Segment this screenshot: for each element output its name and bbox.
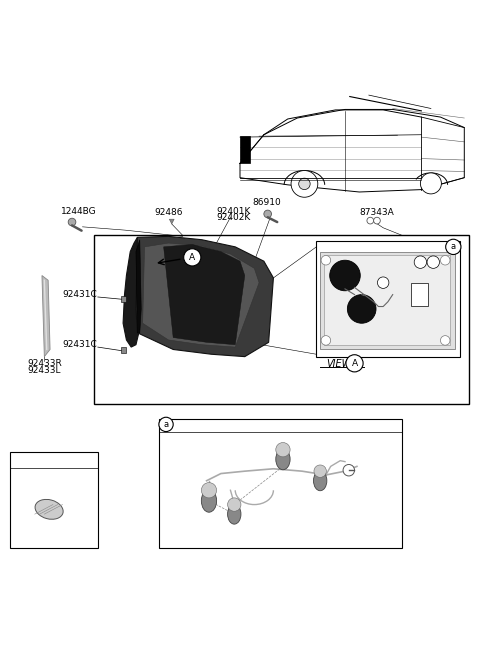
Bar [159, 419, 402, 548]
Text: 92431C: 92431C [62, 290, 97, 299]
Text: 92402K: 92402K [216, 213, 251, 222]
Text: 18643D: 18643D [353, 469, 389, 478]
Circle shape [228, 498, 241, 511]
Text: a: a [451, 242, 456, 251]
Circle shape [367, 217, 373, 224]
Ellipse shape [228, 504, 241, 524]
Bar [95, 235, 469, 404]
Circle shape [420, 173, 442, 194]
Circle shape [159, 417, 173, 432]
Polygon shape [120, 347, 126, 354]
Circle shape [314, 465, 326, 478]
Bar [411, 283, 428, 306]
Text: 1244BG: 1244BG [61, 207, 96, 216]
Text: 18642: 18642 [163, 481, 191, 490]
Polygon shape [120, 296, 126, 302]
Bar [10, 452, 98, 548]
Text: 86910: 86910 [252, 198, 281, 207]
Circle shape [427, 256, 440, 268]
Text: A: A [189, 253, 195, 262]
Circle shape [184, 249, 201, 266]
Polygon shape [169, 219, 174, 224]
Text: 92125C: 92125C [36, 456, 71, 465]
Circle shape [321, 255, 331, 265]
Circle shape [299, 178, 310, 190]
Ellipse shape [313, 471, 327, 491]
Circle shape [276, 443, 290, 457]
Circle shape [373, 217, 380, 224]
Text: 92431C: 92431C [62, 340, 97, 349]
Circle shape [441, 255, 450, 265]
Ellipse shape [201, 489, 216, 512]
Text: 18644A: 18644A [218, 535, 253, 543]
Text: A: A [351, 359, 358, 368]
Bar [320, 252, 455, 350]
Polygon shape [123, 237, 139, 347]
Text: 92433L: 92433L [28, 366, 61, 375]
Circle shape [343, 464, 355, 476]
Circle shape [330, 260, 360, 291]
Bar [316, 241, 459, 357]
Polygon shape [240, 136, 250, 163]
Text: VIEW: VIEW [326, 359, 351, 369]
Polygon shape [143, 243, 259, 347]
Circle shape [321, 336, 331, 345]
Circle shape [264, 210, 272, 218]
Polygon shape [42, 276, 50, 357]
Circle shape [348, 295, 376, 323]
Text: 92486: 92486 [154, 208, 183, 217]
Polygon shape [136, 239, 141, 333]
Text: 92450A: 92450A [266, 432, 301, 440]
Circle shape [446, 239, 461, 255]
Circle shape [441, 336, 450, 345]
Text: 87343A: 87343A [360, 208, 394, 217]
Polygon shape [164, 245, 245, 344]
Circle shape [68, 218, 76, 226]
Text: 92401K: 92401K [216, 207, 251, 216]
Circle shape [346, 355, 363, 372]
Text: 92433R: 92433R [28, 359, 62, 368]
Circle shape [377, 277, 389, 289]
Polygon shape [136, 236, 274, 357]
Ellipse shape [276, 449, 290, 470]
Circle shape [291, 171, 318, 197]
Circle shape [414, 256, 427, 268]
Text: a: a [164, 420, 168, 429]
Bar [324, 255, 450, 345]
Ellipse shape [35, 499, 63, 520]
Circle shape [201, 483, 216, 498]
